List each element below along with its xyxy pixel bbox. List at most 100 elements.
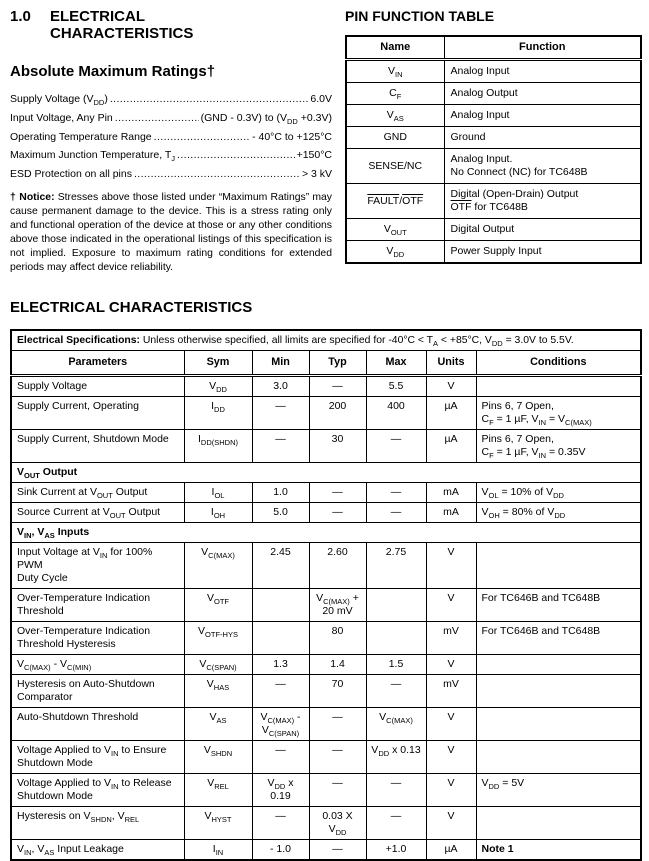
units-cell: V xyxy=(425,740,477,775)
max-cell: +1.0 xyxy=(365,839,427,861)
rating-value: > 3 kV xyxy=(301,168,332,181)
elec-data-row: Hysteresis on VSHDN, VREL VHYST —0.03 X VDD… xyxy=(10,806,642,841)
sym-cell: VC(SPAN) xyxy=(183,654,253,676)
elec-column-header: Sym xyxy=(183,350,253,378)
pin-table-row: VIN Analog Input xyxy=(345,59,642,83)
pin-function-table: Name Function VIN Analog Input CF Analog Ou… xyxy=(345,35,642,264)
sym-cell: VHAS xyxy=(183,674,253,709)
rating-label: Supply Voltage (VDD) xyxy=(10,93,108,108)
elec-data-row: Auto-Shutdown Threshold VAS VC(MAX) - VC(SP… xyxy=(10,707,642,742)
left-column: 1.0 ELECTRICAL CHARACTERISTICS Absolute M… xyxy=(10,6,332,274)
elec-column-header: Min xyxy=(251,350,310,378)
param-cell: Sink Current at VOUT Output xyxy=(10,482,185,504)
conditions-cell: Note 1 xyxy=(475,839,642,861)
rating-row: Operating Temperature Range.............… xyxy=(10,128,332,147)
pin-function-cell: Power Supply Input xyxy=(443,240,642,264)
typ-cell: 80 xyxy=(308,621,367,656)
elec-spec-text: Unless otherwise specified, all limits a… xyxy=(140,335,574,349)
param-cell: Hysteresis on VSHDN, VREL xyxy=(10,806,185,841)
elec-characteristics-title: ELECTRICAL CHARACTERISTICS xyxy=(10,299,253,317)
typ-cell: — xyxy=(308,707,367,742)
units-cell: mV xyxy=(425,674,477,709)
pin-function-cell: Analog Input. No Connect (NC) for TC648B xyxy=(443,148,642,184)
elec-data-row: Supply Voltage VDD 3.0—5.5 V xyxy=(10,375,642,398)
pin-table-row: VOUT Digital Output xyxy=(345,218,642,241)
rating-value: (GND - 0.3V) to (VDD +0.3V) xyxy=(200,111,332,126)
param-cell: Supply Voltage xyxy=(10,375,185,398)
conditions-cell xyxy=(475,707,642,742)
min-cell: 1.3 xyxy=(251,654,310,676)
rating-row: ESD Protection on all pins..............… xyxy=(10,165,332,184)
elec-data-row: Supply Current, Shutdown Mode IDD(SHDN) —3… xyxy=(10,429,642,464)
pin-name-cell: SENSE/NC xyxy=(345,148,445,184)
elec-column-header: Conditions xyxy=(475,350,642,378)
pin-table-row: CF Analog Output xyxy=(345,82,642,105)
pin-name-cell: VOUT xyxy=(345,218,445,241)
typ-cell: — xyxy=(308,375,367,398)
max-cell: VC(MAX) xyxy=(365,707,427,742)
abs-max-list: Supply Voltage (VDD)....................… xyxy=(10,90,332,184)
sym-cell: VSHDN xyxy=(183,740,253,775)
conditions-cell xyxy=(475,654,642,676)
conditions-cell xyxy=(475,806,642,841)
typ-cell: — xyxy=(308,740,367,775)
elec-section-row: VOUT Output xyxy=(10,462,642,484)
pin-function-header: Function xyxy=(443,35,642,61)
min-cell xyxy=(251,621,310,656)
conditions-cell xyxy=(475,674,642,709)
conditions-cell xyxy=(475,542,642,590)
elec-column-header: Typ xyxy=(308,350,367,378)
conditions-cell: VOL = 10% of VDD xyxy=(475,482,642,504)
section-title-line2: CHARACTERISTICS xyxy=(50,25,194,42)
param-cell: Over-Temperature Indication Threshold xyxy=(10,588,185,623)
sym-cell: IDD xyxy=(183,396,253,431)
pin-name-cell: GND xyxy=(345,126,445,149)
rating-value: +150°C xyxy=(296,149,332,162)
pin-table-row: SENSE/NC Analog Input. No Connect (NC) for… xyxy=(345,148,642,184)
rating-dots-leader: ........................................… xyxy=(114,111,199,124)
typ-cell: — xyxy=(308,482,367,504)
param-cell: Source Current at VOUT Output xyxy=(10,502,185,524)
section-heading: 1.0 ELECTRICAL CHARACTERISTICS xyxy=(10,8,332,42)
notice-paragraph: † Notice: Stresses above those listed un… xyxy=(10,191,332,274)
pin-table-title: PIN FUNCTION TABLE xyxy=(345,8,495,24)
elec-data-row: Input Voltage at VIN for 100% PWM Duty Cy… xyxy=(10,542,642,590)
units-cell: µA xyxy=(425,839,477,861)
rating-label: Maximum Junction Temperature, TJ xyxy=(10,149,176,164)
pin-name-cell: VIN xyxy=(345,59,445,83)
elec-data-row: Voltage Applied to VIN to Release Shutdow… xyxy=(10,773,642,808)
max-cell: — xyxy=(365,482,427,504)
rating-label: Operating Temperature Range xyxy=(10,130,152,143)
param-cell: Voltage Applied to VIN to Ensure Shutdown… xyxy=(10,740,185,775)
elec-header-row: Parameters Sym Min Typ Max Units Conditions xyxy=(10,350,642,378)
param-cell: Auto-Shutdown Threshold xyxy=(10,707,185,742)
elec-section-row: VIN, VAS Inputs xyxy=(10,522,642,544)
param-cell: VIN, VAS Input Leakage xyxy=(10,839,185,861)
pin-function-cell: Analog Input xyxy=(443,104,642,127)
min-cell: 1.0 xyxy=(251,482,310,504)
elec-data-row: VC(MAX) - VC(MIN) VC(SPAN) 1.3 1.4 1.5 V xyxy=(10,654,642,676)
units-cell: µA xyxy=(425,396,477,431)
rating-dots-leader: ........................................… xyxy=(177,149,295,162)
min-cell: VDD x 0.19 xyxy=(251,773,310,808)
pin-name-cell: VAS xyxy=(345,104,445,127)
units-cell: V xyxy=(425,588,477,623)
typ-cell: 30 xyxy=(308,429,367,464)
section-number: 1.0 xyxy=(10,8,31,25)
elec-data-row: Voltage Applied to VIN to Ensure Shutdown… xyxy=(10,740,642,775)
rating-row: Maximum Junction Temperature, TJ........… xyxy=(10,146,332,165)
max-cell: — xyxy=(365,502,427,524)
units-cell: V xyxy=(425,806,477,841)
param-cell: Supply Current, Shutdown Mode xyxy=(10,429,185,464)
electrical-characteristics-table: Electrical Specifications: Unless otherw… xyxy=(10,329,643,861)
section-label: VOUT Output xyxy=(10,462,642,484)
elec-data-row: Over-Temperature Indication Threshold VOTF… xyxy=(10,588,642,623)
max-cell: — xyxy=(365,674,427,709)
elec-spec-note: Electrical Specifications: Unless otherw… xyxy=(10,329,642,352)
typ-cell: — xyxy=(308,839,367,861)
section-title-line1: ELECTRICAL xyxy=(50,8,145,25)
rating-dots-leader: ........................................… xyxy=(153,130,250,143)
rating-dots-leader: ........................................… xyxy=(133,168,300,181)
pin-name-cell: FAULT/OTF xyxy=(345,183,445,219)
elec-data-row: Over-Temperature Indication Threshold Hys… xyxy=(10,621,642,656)
